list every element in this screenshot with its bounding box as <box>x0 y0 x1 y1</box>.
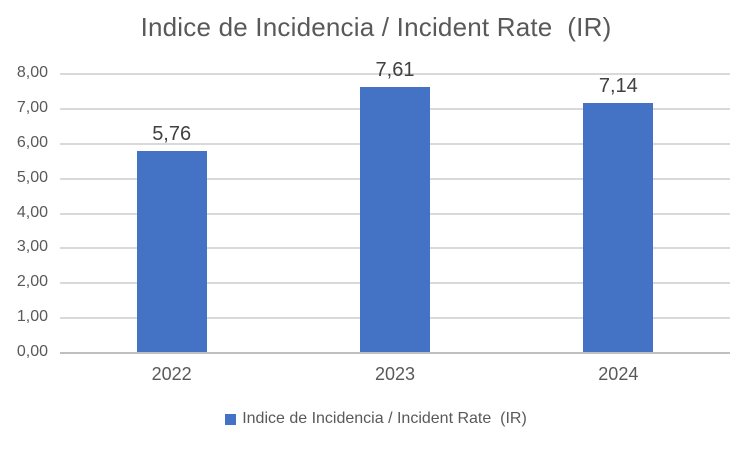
y-axis-tick-label: 2,00 <box>16 273 48 291</box>
bar-2024 <box>583 103 654 352</box>
bar-2022 <box>136 151 207 352</box>
legend: Indice de Incidencia / Incident Rate (IR… <box>0 410 752 428</box>
gridline <box>60 73 730 75</box>
y-axis-tick-label: 0,00 <box>16 343 48 360</box>
y-axis-tick-label: 4,00 <box>16 203 48 221</box>
legend-label: Indice de Incidencia / Incident Rate (IR… <box>242 410 527 427</box>
x-axis-category-label: 2024 <box>598 364 639 384</box>
y-axis-tick-label: 5,00 <box>16 168 48 186</box>
y-axis-labels: 0,00 1,00 2,00 3,00 4,00 5,00 6,00 7,00 8,00 <box>0 0 48 449</box>
y-axis-tick-label: 8,00 <box>16 64 48 81</box>
legend-marker-icon <box>225 413 237 425</box>
bar-2023 <box>360 86 430 352</box>
bar-data-label: 5,76 <box>152 123 192 146</box>
y-axis-tick-label: 6,00 <box>16 133 48 151</box>
chart-title: Indice de Incidencia / Incident Rate (IR… <box>140 12 612 42</box>
y-axis-tick-label: 1,00 <box>16 308 48 326</box>
bar-data-label: 7,61 <box>375 58 415 81</box>
x-axis-category-label: 2022 <box>151 364 192 384</box>
bar-data-label: 7,14 <box>598 75 638 97</box>
x-axis-labels: 2022 2023 2024 <box>60 363 730 385</box>
x-axis-category-label: 2023 <box>374 364 416 384</box>
y-axis-tick-label: 3,00 <box>16 238 48 256</box>
y-axis-tick-label: 7,00 <box>16 98 48 116</box>
plot-area: 5,76 7,61 7,14 <box>60 59 730 354</box>
